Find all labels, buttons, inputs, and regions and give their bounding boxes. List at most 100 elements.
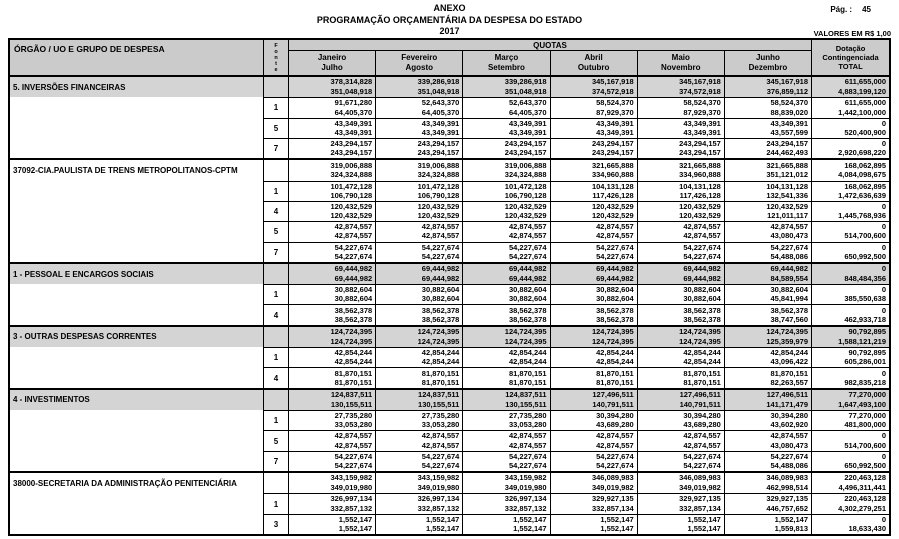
fonte-cell: 7 [263, 241, 288, 262]
quota-cell: 30,882,604 30,882,604 [462, 284, 550, 305]
total-cell: 0 650,992,500 [811, 241, 890, 262]
fonte-cell: 4 [263, 367, 288, 388]
quota-cell: 81,870,151 81,870,151 [549, 367, 637, 388]
table-section: 5. INVERSÕES FINANCEIRAS 378,314,828 351,0… [10, 77, 890, 159]
quota-cell: 42,874,557 42,874,557 [375, 221, 463, 242]
quota-cell: 54,227,674 54,227,674 [375, 450, 463, 472]
fonte-row: 5 43,349,391 43,349,391 43,349,391 43,349,39… [10, 117, 890, 138]
fonte-column-header: F o n t e [263, 40, 288, 75]
quota-cell: 52,643,370 64,405,370 [462, 97, 550, 118]
quota-cell: 319,006,888 324,324,888 [375, 160, 462, 181]
fonte-row: 5 42,874,557 42,874,557 42,874,557 42,874,55… [10, 221, 890, 242]
quota-cell: 30,882,604 30,882,604 [549, 284, 637, 305]
section-label: 37092-CIA.PAULISTA DE TRENS METROPOLITAN… [13, 165, 238, 175]
organ-cell [10, 221, 263, 241]
page-label: Pág. : [830, 5, 853, 14]
fonte-cell [263, 160, 288, 181]
quota-cell: 42,874,557 42,874,557 [288, 430, 376, 451]
quota-cell: 319,006,888 324,324,888 [462, 160, 549, 181]
quota-cell: 1,552,147 1,552,147 [462, 513, 550, 534]
section-summary-row: 3 - OUTRAS DESPESAS CORRENTES 124,724,395… [10, 326, 890, 348]
quota-cell: 27,735,280 33,053,280 [462, 410, 550, 431]
quota-cell: 42,854,244 43,096,422 [723, 347, 812, 368]
quota-cell: 120,432,529 120,432,529 [288, 200, 376, 222]
total-cell: 0 1,445,768,936 [811, 200, 890, 222]
quota-cell: 30,394,280 43,689,280 [636, 410, 724, 431]
total-cell: 611,655,000 1,442,100,000 [811, 97, 890, 118]
quota-cell: 243,294,157 243,294,157 [288, 137, 376, 159]
quota-cell: 54,227,674 54,227,674 [549, 450, 637, 472]
fonte-row: 5 42,874,557 42,874,557 42,874,557 42,874,55… [10, 430, 890, 451]
quota-cell: 326,997,134 332,857,132 [462, 493, 550, 514]
total-column-header: Dotação Contingenciada TOTAL [811, 40, 889, 75]
organ-cell [10, 410, 263, 430]
organ-cell [10, 118, 263, 138]
quota-cell: 378,314,828 351,048,918 [288, 77, 376, 98]
fonte-cell: 7 [263, 137, 288, 159]
quota-cell: 124,837,511 130,155,511 [375, 389, 463, 411]
quota-cell: 243,294,157 243,294,157 [549, 137, 637, 159]
fonte-cell: 5 [263, 430, 288, 451]
quota-cell: 38,562,378 38,562,378 [288, 304, 376, 325]
quota-cell: 339,286,918 351,048,918 [462, 77, 550, 98]
month-column-header: Maio Novembro [636, 51, 724, 75]
total-cell: 168,062,895 4,084,098,675 [811, 160, 889, 181]
quota-cell: 127,496,511 140,791,511 [636, 389, 724, 411]
quota-cell: 38,562,378 38,562,378 [375, 304, 463, 325]
quota-cell: 42,874,557 42,874,557 [288, 221, 376, 242]
quota-cell: 243,294,157 244,462,493 [723, 137, 812, 159]
quota-cell: 69,444,982 69,444,982 [375, 263, 463, 285]
quota-cell: 243,294,157 243,294,157 [636, 137, 724, 159]
quota-cell: 42,874,557 43,080,473 [723, 221, 812, 242]
organ-cell [10, 367, 263, 387]
quota-cell: 42,854,244 42,854,244 [288, 347, 376, 368]
total-cell: 611,655,000 4,883,199,120 [811, 77, 890, 98]
quota-cell: 27,735,280 33,053,280 [288, 410, 376, 431]
organ-cell [10, 304, 263, 324]
fonte-row: 4 81,870,151 81,870,151 81,870,151 81,870,15… [10, 367, 890, 388]
quota-cell: 69,444,982 84,589,554 [723, 263, 812, 285]
fonte-row: 4 120,432,529 120,432,529 120,432,529 120,43… [10, 200, 890, 222]
total-cell: 77,270,000 481,800,000 [811, 410, 890, 431]
quota-cell: 81,870,151 81,870,151 [636, 367, 724, 388]
fonte-cell [263, 389, 288, 411]
quota-cell: 124,724,395 124,724,395 [549, 326, 637, 348]
values-note: VALORES EM R$ 1,00 [813, 29, 891, 38]
month-column-header: Fevereiro Agosto [375, 51, 463, 75]
quota-cell: 329,927,135 446,757,652 [723, 493, 812, 514]
quota-cell: 124,724,395 124,724,395 [288, 326, 376, 348]
fonte-row: 7 243,294,157 243,294,157 243,294,157 243,29… [10, 137, 890, 159]
month-column-header: Janeiro Julho [289, 51, 376, 75]
quota-cell: 120,432,529 120,432,529 [636, 200, 724, 222]
total-cell: 0 848,484,356 [811, 263, 890, 285]
month-header-row: Janeiro Julho Fevereiro Agosto Março Setemb… [289, 51, 812, 75]
total-cell: 0 18,633,430 [811, 513, 890, 534]
organ-cell [10, 451, 263, 471]
quota-cell: 346,089,983 349,019,982 [549, 473, 637, 494]
table-header: ÓRGÃO / UO E GRUPO DE DESPESA F o n t e … [10, 40, 889, 77]
quota-cell: 38,562,378 38,562,378 [636, 304, 724, 325]
fonte-row: 1 27,735,280 33,053,280 27,735,280 33,053,28… [10, 410, 890, 431]
organ-column-header: ÓRGÃO / UO E GRUPO DE DESPESA [10, 40, 263, 75]
section-summary-row: 37092-CIA.PAULISTA DE TRENS METROPOLITAN… [10, 160, 889, 181]
year-label: 2017 [439, 26, 460, 36]
quota-cell: 104,131,128 117,426,128 [549, 180, 637, 201]
quota-cell: 42,874,557 42,874,557 [462, 430, 550, 451]
quota-cell: 243,294,157 243,294,157 [375, 137, 463, 159]
quota-cell: 1,552,147 1,552,147 [549, 513, 637, 534]
organ-cell [10, 242, 263, 262]
fonte-row: 1 91,671,280 64,405,370 52,643,370 64,405,37… [10, 97, 890, 118]
quota-cell: 54,227,674 54,227,674 [549, 241, 637, 262]
quota-cell: 54,227,674 54,488,086 [723, 241, 812, 262]
fonte-row: 3 1,552,147 1,552,147 1,552,147 1,552,147 1,5… [10, 513, 890, 534]
fonte-cell: 1 [263, 347, 288, 368]
quota-cell: 43,349,391 43,349,391 [375, 117, 463, 138]
quota-cell: 69,444,982 69,444,982 [549, 263, 637, 285]
section-label: 3 - OUTRAS DESPESAS CORRENTES [13, 332, 157, 342]
fonte-cell [263, 326, 288, 348]
quota-cell: 329,927,135 332,857,134 [549, 493, 637, 514]
quota-cell: 326,997,134 332,857,132 [288, 493, 376, 514]
page-number: 45 [862, 5, 871, 14]
month-column-header: Junho Dezembro [723, 51, 812, 75]
quota-cell: 346,089,983 349,019,982 [636, 473, 724, 494]
